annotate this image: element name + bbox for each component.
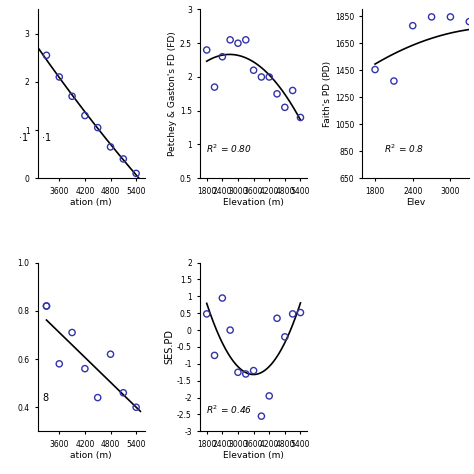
X-axis label: Elevation (m): Elevation (m) <box>223 451 284 460</box>
Point <box>43 52 50 59</box>
Point <box>132 170 140 177</box>
Point <box>211 83 219 91</box>
Point <box>250 66 257 74</box>
Point <box>119 389 127 397</box>
Point <box>281 333 289 341</box>
Point <box>203 310 210 318</box>
Point <box>234 39 242 47</box>
Point <box>30 32 37 40</box>
Point <box>43 302 50 310</box>
Text: 8: 8 <box>42 393 48 403</box>
Y-axis label: Petchey & Gaston's FD (FD): Petchey & Gaston's FD (FD) <box>168 31 177 156</box>
Point <box>43 302 50 310</box>
Y-axis label: SES.PD: SES.PD <box>164 329 174 365</box>
Point <box>203 46 210 54</box>
Point <box>289 87 296 94</box>
Point <box>227 326 234 334</box>
Point <box>428 13 436 21</box>
Text: $R^2$ = 0.46: $R^2$ = 0.46 <box>206 404 252 417</box>
Point <box>132 403 140 411</box>
Point <box>81 112 89 119</box>
Point <box>390 77 398 85</box>
Point <box>273 314 281 322</box>
Point <box>289 310 296 318</box>
Point <box>68 92 76 100</box>
Point <box>409 22 417 29</box>
Point <box>107 143 114 151</box>
Point <box>297 114 304 121</box>
Point <box>55 360 63 368</box>
Text: $R^2$ = 0.8: $R^2$ = 0.8 <box>384 143 424 155</box>
Point <box>371 66 379 73</box>
Point <box>242 36 250 44</box>
Point <box>297 309 304 316</box>
Point <box>211 352 219 359</box>
Point <box>242 370 250 378</box>
Point <box>107 350 114 358</box>
Point <box>55 73 63 81</box>
Text: ·1: ·1 <box>42 133 51 143</box>
Point <box>219 294 226 302</box>
Point <box>94 394 101 401</box>
Point <box>265 392 273 400</box>
Point <box>447 13 454 21</box>
Text: $R^2$ = 0.80: $R^2$ = 0.80 <box>206 143 252 155</box>
Point <box>250 367 257 374</box>
Point <box>227 36 234 44</box>
X-axis label: ation (m): ation (m) <box>71 451 112 460</box>
Point <box>257 412 265 420</box>
Point <box>265 73 273 81</box>
Point <box>257 73 265 81</box>
Point <box>17 25 25 33</box>
X-axis label: Elev: Elev <box>406 198 426 207</box>
Point <box>234 368 242 376</box>
Point <box>273 90 281 98</box>
Point <box>68 328 76 336</box>
Point <box>281 103 289 111</box>
X-axis label: ation (m): ation (m) <box>71 198 112 207</box>
X-axis label: Elevation (m): Elevation (m) <box>223 198 284 207</box>
Point <box>94 124 101 131</box>
Point <box>219 53 226 61</box>
Point <box>119 155 127 163</box>
Text: ·1: ·1 <box>18 133 28 143</box>
Point <box>81 365 89 373</box>
Point <box>465 18 473 26</box>
Y-axis label: Faith's PD (PD): Faith's PD (PD) <box>323 61 332 127</box>
